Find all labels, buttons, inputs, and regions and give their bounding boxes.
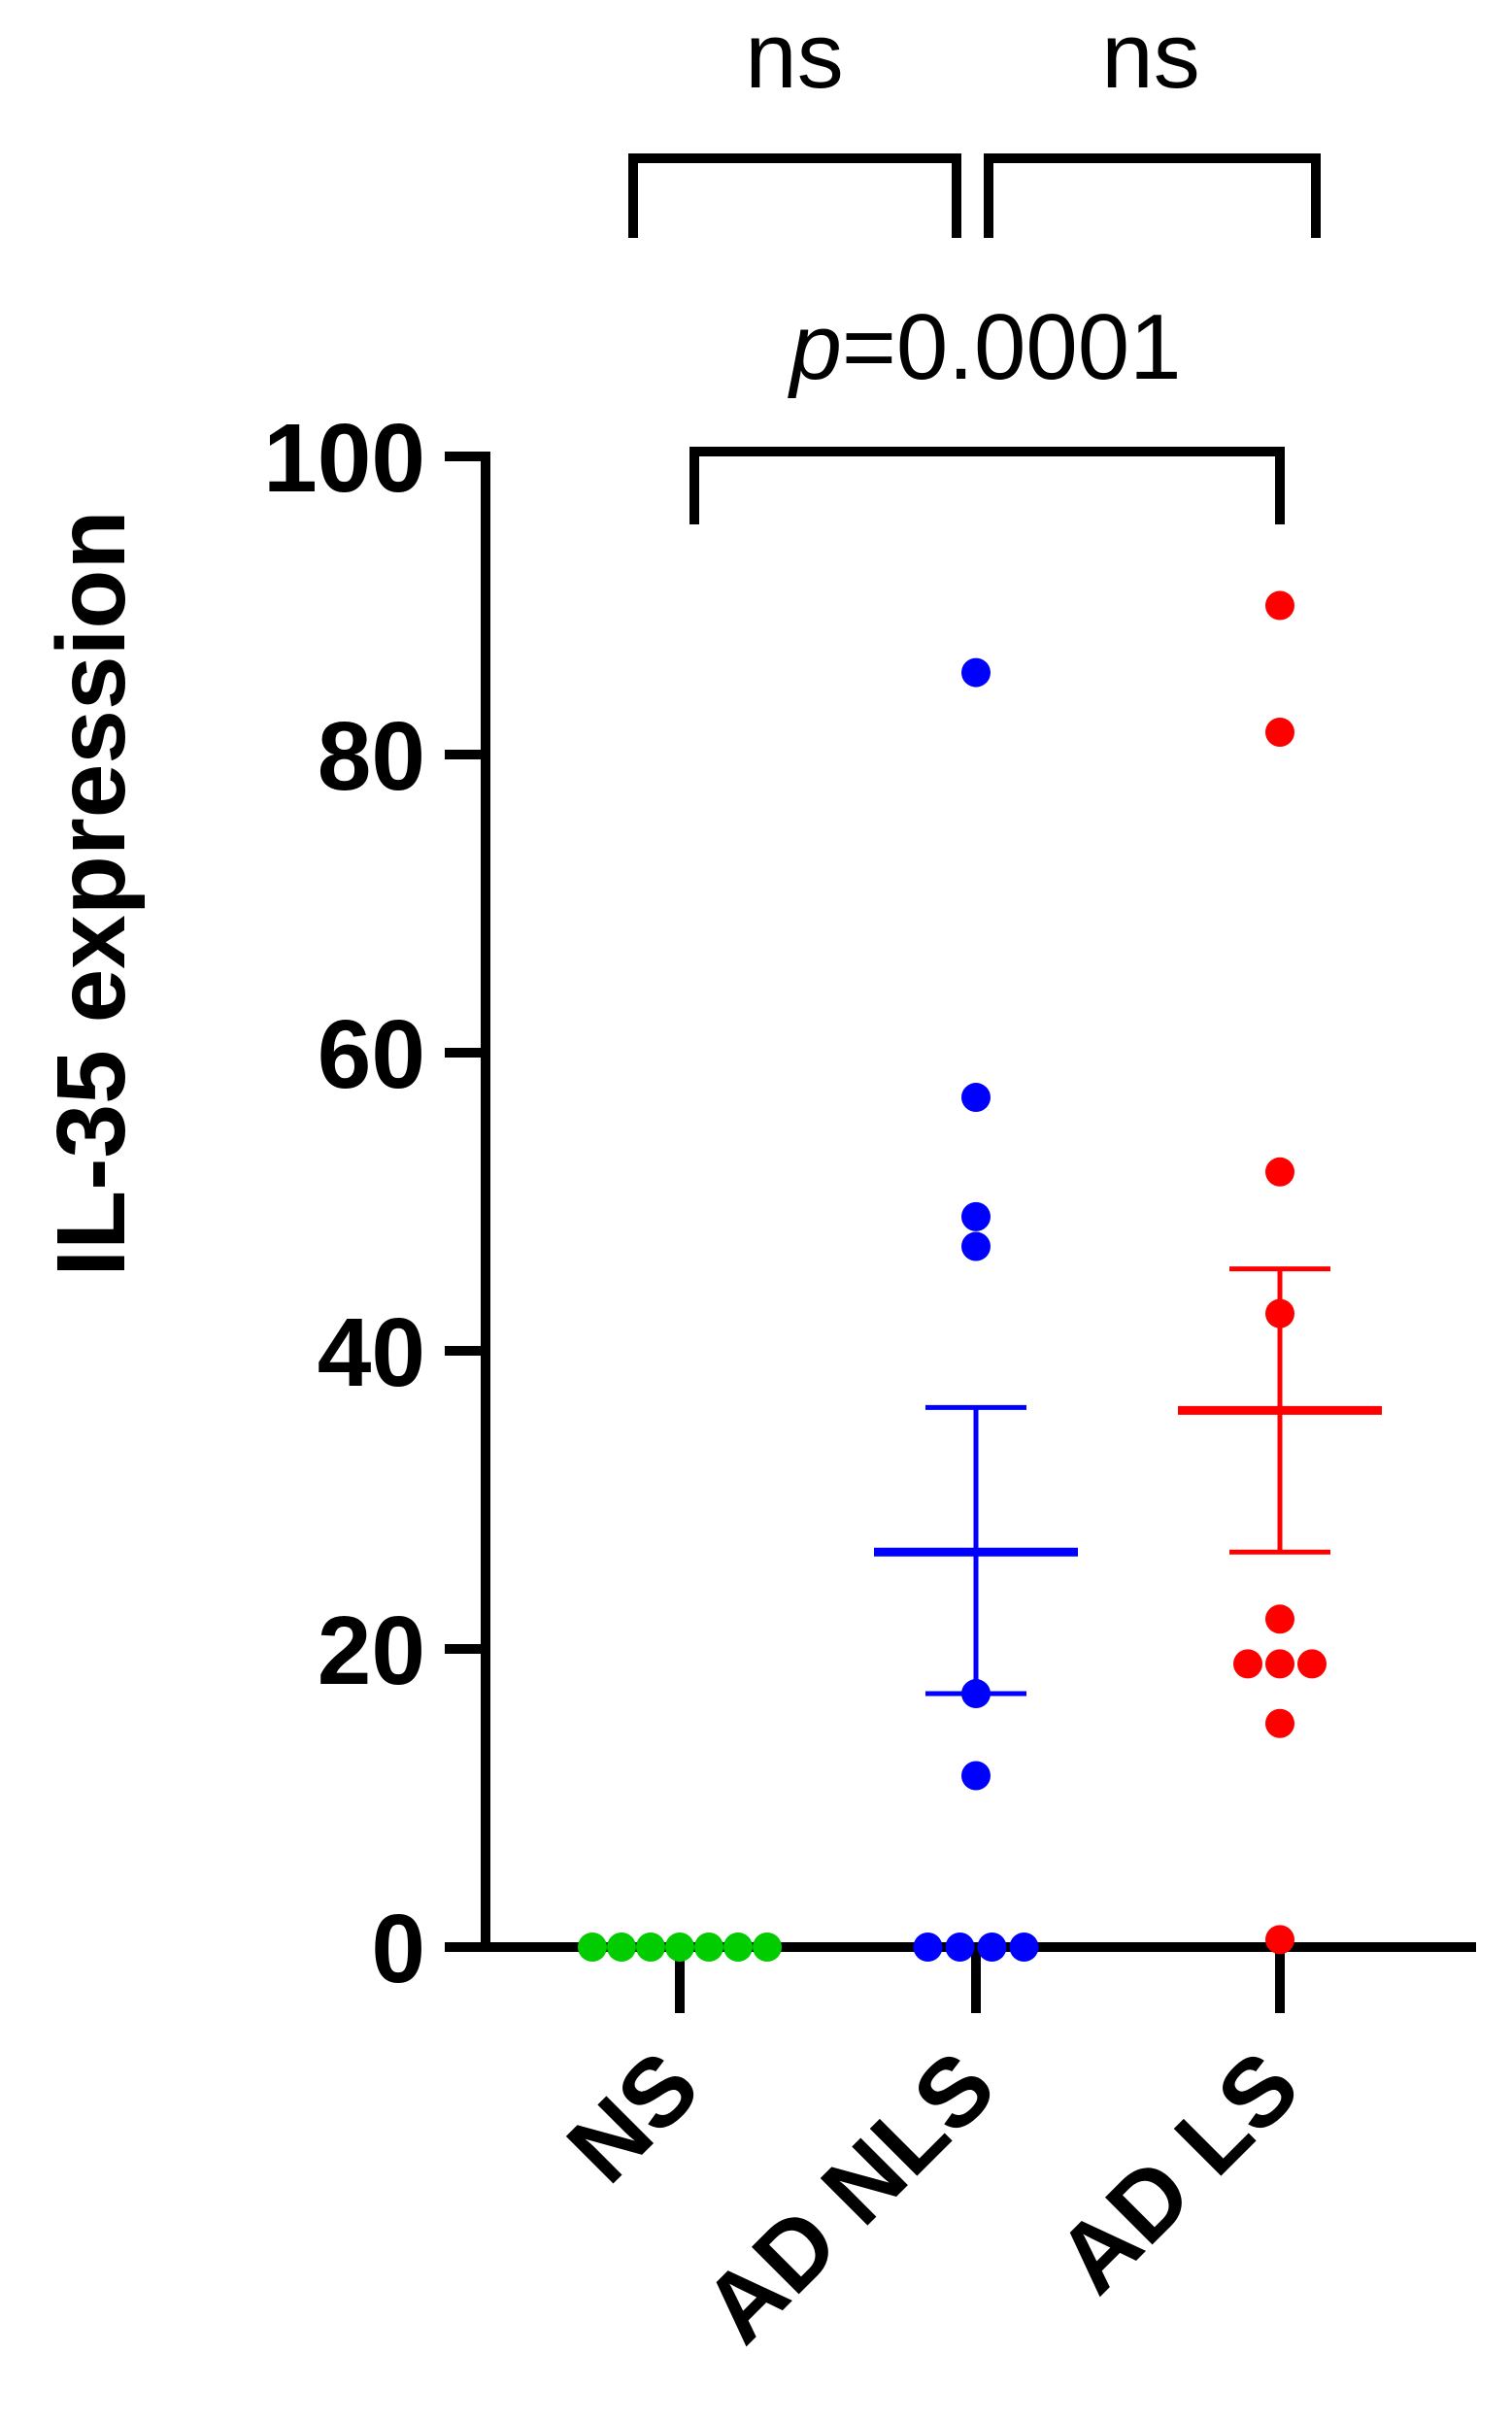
data-point [961,1761,991,1791]
error-bars [874,1266,1382,1697]
data-point [1265,717,1294,747]
x-tick-label: AD NLS [683,2031,1015,2363]
y-tick-label: 60 [318,1000,425,1109]
significance-label: ns [1101,4,1199,108]
data-point [961,1201,991,1231]
y-tick-label: 100 [263,404,425,513]
significance-label: p=0.0001 [787,295,1181,399]
data-point [1297,1649,1327,1679]
data-point [961,1231,991,1261]
data-point [913,1933,943,1962]
p-value: =0.0001 [842,295,1182,399]
data-point [694,1933,723,1962]
data-point [1233,1649,1262,1679]
y-ticks: 0 20 40 60 80 100 [263,404,486,2003]
significance-brackets: ns ns p=0.0001 [628,4,1321,524]
data-points [578,590,1327,1962]
data-point [636,1933,665,1962]
data-point [1265,1925,1294,1955]
data-point [753,1933,782,1962]
data-point [977,1933,1007,1962]
data-point [578,1933,607,1962]
data-point [961,657,991,688]
significance-label: ns [745,4,843,108]
p-symbol: p [787,295,841,399]
data-point [1265,1157,1294,1187]
y-axis-label: IL-35 expression [37,510,146,1276]
y-tick-label: 40 [318,1298,425,1407]
significance-bracket [628,153,961,238]
y-tick-label: 80 [318,702,425,811]
data-point [1265,590,1294,621]
data-point [945,1933,975,1962]
data-point [607,1933,636,1962]
y-tick-label: 0 [371,1895,425,2003]
y-tick-label: 20 [318,1597,425,1705]
data-point [665,1933,694,1962]
data-point [961,1083,991,1113]
significance-bracket [984,153,1321,238]
data-point [1265,1708,1294,1738]
x-tick-label: AD LS [1036,2031,1319,2313]
data-point [1009,1933,1039,1962]
data-point [1265,1604,1294,1634]
x-tick-label: NS [547,2031,719,2202]
data-point [1265,1649,1294,1679]
data-point [723,1933,753,1962]
significance-bracket [689,447,1285,524]
